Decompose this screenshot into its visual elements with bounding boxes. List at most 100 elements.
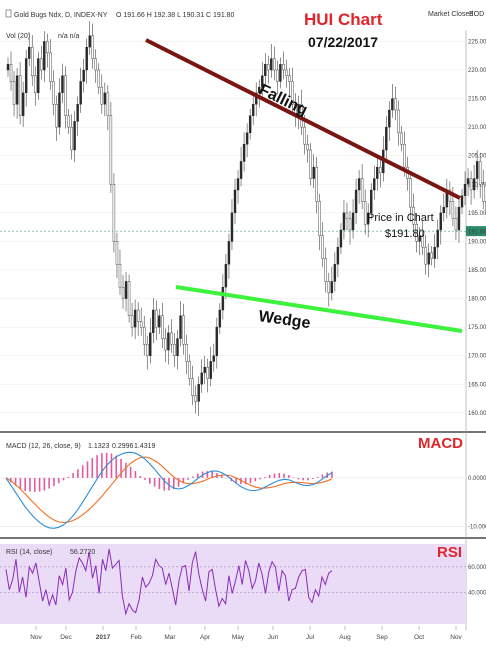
macd-value: 1.1323 bbox=[88, 443, 110, 450]
candle-body bbox=[70, 126, 73, 151]
candle-body bbox=[215, 326, 219, 356]
candle-body bbox=[424, 246, 427, 265]
x-tick-label: Nov bbox=[30, 634, 42, 641]
candle-body bbox=[191, 378, 194, 396]
candle-body bbox=[285, 69, 288, 76]
price-tick-label: 175.00 bbox=[468, 325, 486, 331]
candle-body bbox=[27, 46, 31, 59]
macd-label: MACD (12, 26, close, 9) bbox=[6, 443, 81, 450]
candle-body bbox=[418, 235, 421, 242]
candle-body bbox=[312, 166, 315, 179]
candle-body bbox=[149, 332, 152, 356]
candle-body bbox=[373, 178, 376, 191]
candle-body bbox=[348, 218, 352, 231]
candle-body bbox=[315, 166, 318, 202]
candle-body bbox=[112, 184, 116, 242]
candle-body bbox=[118, 264, 122, 288]
price-caption: Price in Chart bbox=[367, 212, 434, 224]
candle-body bbox=[457, 206, 461, 231]
candle-body bbox=[227, 241, 231, 265]
candle-body bbox=[412, 206, 415, 225]
candle-body bbox=[200, 372, 203, 385]
x-tick-label: May bbox=[232, 634, 245, 641]
market-status: Market Closed bbox=[428, 11, 473, 18]
candle-body bbox=[394, 98, 397, 111]
candle-body bbox=[194, 395, 197, 402]
x-tick-label: Aug bbox=[339, 634, 351, 641]
x-tick-label: Nov bbox=[450, 634, 462, 641]
ohlc-values: O 191.66 H 192.38 L 190.31 C 191.80 bbox=[116, 12, 235, 19]
candle-body bbox=[43, 41, 46, 71]
rsi-tick-label: 60.0000 bbox=[468, 565, 486, 571]
price-tick-label: 195.00 bbox=[468, 211, 486, 217]
candle-body bbox=[12, 81, 16, 105]
price-tick-label: 180.00 bbox=[468, 297, 486, 303]
rsi-value: 56.2720 bbox=[70, 549, 95, 556]
candles bbox=[6, 21, 486, 416]
macd-signal-value: 0.2996 bbox=[112, 443, 134, 450]
candle-body bbox=[336, 246, 340, 265]
candle-body bbox=[100, 86, 104, 105]
candle-body bbox=[370, 189, 373, 214]
candle-body bbox=[409, 178, 412, 208]
candle-body bbox=[34, 75, 37, 94]
candle-body bbox=[233, 189, 237, 214]
candle-body bbox=[318, 201, 321, 236]
candle-body bbox=[478, 161, 482, 185]
candle-body bbox=[197, 384, 200, 402]
candle-body bbox=[49, 52, 52, 82]
candle-body bbox=[73, 121, 76, 151]
candle-body bbox=[155, 309, 158, 328]
candle-body bbox=[388, 109, 391, 128]
candle-body bbox=[430, 252, 433, 259]
rsi-label: RSI (14, close) bbox=[6, 549, 52, 556]
volume-values: n/a n/a bbox=[58, 33, 80, 40]
candle-body bbox=[206, 366, 209, 379]
candle-body bbox=[67, 115, 70, 128]
candle-body bbox=[291, 81, 294, 105]
rsi-band bbox=[0, 544, 466, 624]
candle-body bbox=[221, 286, 225, 311]
candle-body bbox=[142, 326, 146, 345]
candle-body bbox=[209, 361, 212, 379]
candle-body bbox=[403, 144, 406, 168]
candle-body bbox=[88, 35, 91, 48]
candle-body bbox=[306, 144, 309, 151]
macd-title: MACD bbox=[418, 435, 463, 452]
candle-body bbox=[481, 184, 485, 202]
price-value: $191.80 bbox=[385, 228, 425, 240]
collapse-icon[interactable] bbox=[5, 9, 12, 18]
candle-body bbox=[85, 46, 88, 71]
candle-body bbox=[261, 75, 264, 88]
candle-body bbox=[127, 281, 131, 316]
candle-body bbox=[333, 264, 337, 282]
candle-body bbox=[55, 104, 58, 128]
macd-tick-label: -10.0000 bbox=[468, 524, 486, 530]
candle-body bbox=[366, 212, 370, 225]
price-tick-label: 160.00 bbox=[468, 411, 486, 417]
candle-body bbox=[136, 309, 140, 322]
candle-body bbox=[139, 321, 143, 328]
candle-body bbox=[103, 92, 107, 105]
candle-body bbox=[21, 92, 25, 116]
candle-body bbox=[351, 212, 355, 231]
candle-body bbox=[415, 224, 418, 242]
candle-body bbox=[448, 189, 452, 202]
candle-body bbox=[360, 178, 364, 202]
candle-body bbox=[58, 92, 61, 128]
price-tick-label: 210.00 bbox=[468, 125, 486, 131]
candle-body bbox=[258, 86, 261, 94]
candle-body bbox=[94, 58, 97, 71]
price-tick-label: 165.00 bbox=[468, 382, 486, 388]
x-tick-label: Sep bbox=[376, 634, 388, 641]
candle-body bbox=[469, 178, 473, 191]
candle-body bbox=[224, 264, 228, 288]
candle-body bbox=[31, 46, 34, 76]
candle-body bbox=[188, 361, 191, 379]
wedge-trendline bbox=[175, 285, 463, 333]
price-tick-label: 225.00 bbox=[468, 39, 486, 45]
candle-body bbox=[18, 75, 22, 116]
candle-body bbox=[179, 315, 182, 339]
candle-body bbox=[52, 81, 55, 105]
